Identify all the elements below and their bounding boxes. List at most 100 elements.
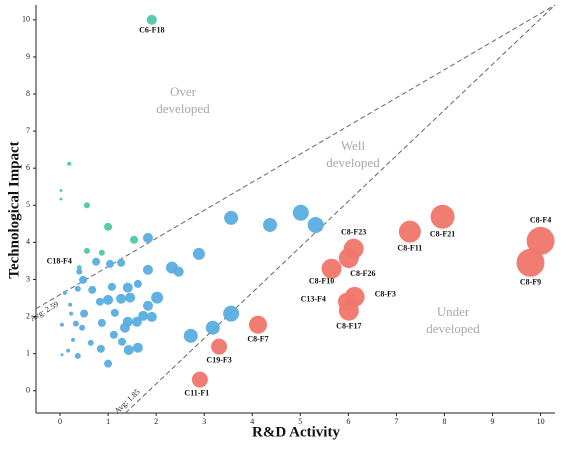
x-tick-label: 4 [250, 417, 254, 426]
x-tick-label: 7 [394, 417, 398, 426]
bubble [103, 294, 114, 305]
x-tick-label: 9 [491, 417, 495, 426]
region-label: developed [326, 155, 380, 170]
bubble [131, 316, 142, 327]
point-label: C19-F3 [206, 355, 231, 364]
bubble [74, 352, 81, 359]
bubble [69, 311, 74, 316]
bubble [173, 266, 184, 277]
y-tick-label: 1 [26, 348, 30, 357]
bubble [138, 310, 149, 321]
bubble [263, 217, 278, 232]
bubble [123, 344, 134, 355]
bubble [292, 204, 309, 221]
bubble [142, 264, 153, 275]
bubble [118, 337, 127, 346]
bubble [76, 268, 83, 275]
bubble [192, 247, 205, 260]
bubble [321, 258, 342, 279]
bubble [338, 247, 359, 268]
bubble [307, 216, 324, 233]
y-tick-label: 2 [26, 311, 30, 320]
bubble [130, 235, 139, 244]
y-tick-label: 7 [26, 126, 30, 135]
point-label: C8-F23 [341, 228, 366, 237]
bubble [133, 279, 142, 288]
x-tick-label: 3 [202, 417, 206, 426]
bubble [59, 197, 63, 201]
bubble [66, 348, 71, 353]
x-tick-label: 1 [106, 417, 110, 426]
y-axis-title: Technological Impact [6, 141, 22, 278]
bubble [338, 300, 359, 321]
x-axis-title: R&D Activity [252, 424, 340, 440]
bubble [59, 188, 63, 192]
bubble [67, 161, 72, 166]
bubble [80, 309, 89, 318]
bubble [224, 210, 239, 225]
y-tick-label: 6 [26, 163, 30, 172]
bubble [191, 371, 208, 388]
bubble [104, 222, 113, 231]
bubble [122, 316, 133, 327]
bubble [79, 275, 88, 284]
bubble [146, 311, 157, 322]
y-tick-label: 9 [26, 52, 30, 61]
bubble [88, 285, 97, 294]
bubble [60, 353, 64, 357]
bubble [122, 282, 133, 293]
bubble [83, 247, 90, 254]
point-label: C11-F1 [184, 388, 209, 397]
bubble [110, 308, 119, 317]
region-label: developed [156, 101, 210, 116]
x-tick-label: 5 [298, 417, 302, 426]
x-tick-label: 8 [442, 417, 446, 426]
bubble [68, 302, 73, 307]
point-label: C8-F7 [247, 335, 268, 344]
bubble [79, 324, 86, 331]
bubble [183, 328, 198, 343]
point-label: C8-F9 [520, 278, 541, 287]
point-label: C8-F21 [430, 230, 455, 239]
bubble [98, 249, 105, 256]
bubble [71, 337, 76, 342]
bubble [107, 282, 116, 291]
bubble [205, 320, 220, 335]
bubble [72, 320, 79, 327]
bubble [62, 290, 67, 295]
bubble [151, 291, 164, 304]
bubble [430, 204, 455, 229]
point-label: C8-F3 [375, 290, 396, 299]
bubble [142, 232, 153, 243]
bubble [74, 285, 81, 292]
bubble [59, 322, 64, 327]
bubble [104, 359, 113, 368]
y-tick-label: 3 [26, 274, 30, 283]
bubble [109, 330, 118, 339]
bubble [132, 342, 143, 353]
point-label: C8-F17 [336, 321, 361, 330]
point-label: C13-F4 [301, 295, 326, 304]
y-tick-label: 8 [26, 89, 30, 98]
bubble [97, 318, 106, 327]
point-label: C8-F10 [309, 277, 334, 286]
bubble [211, 338, 228, 355]
bubble [87, 339, 94, 346]
bubble [96, 344, 105, 353]
bubble [83, 202, 90, 209]
bubble [249, 315, 268, 334]
bubble [398, 220, 421, 243]
point-label: C18-F4 [47, 256, 72, 265]
bubble [526, 226, 555, 255]
x-tick-label: 6 [346, 417, 350, 426]
bubble [116, 293, 127, 304]
bubble [76, 265, 82, 271]
bubble [223, 305, 240, 322]
region-label: Under [437, 304, 470, 319]
y-tick-label: 0 [26, 386, 30, 395]
bubble [95, 297, 104, 306]
region-label: developed [426, 321, 480, 336]
x-tick-label: 2 [154, 417, 158, 426]
x-tick-label: 0 [58, 417, 62, 426]
y-tick-label: 4 [26, 237, 30, 246]
